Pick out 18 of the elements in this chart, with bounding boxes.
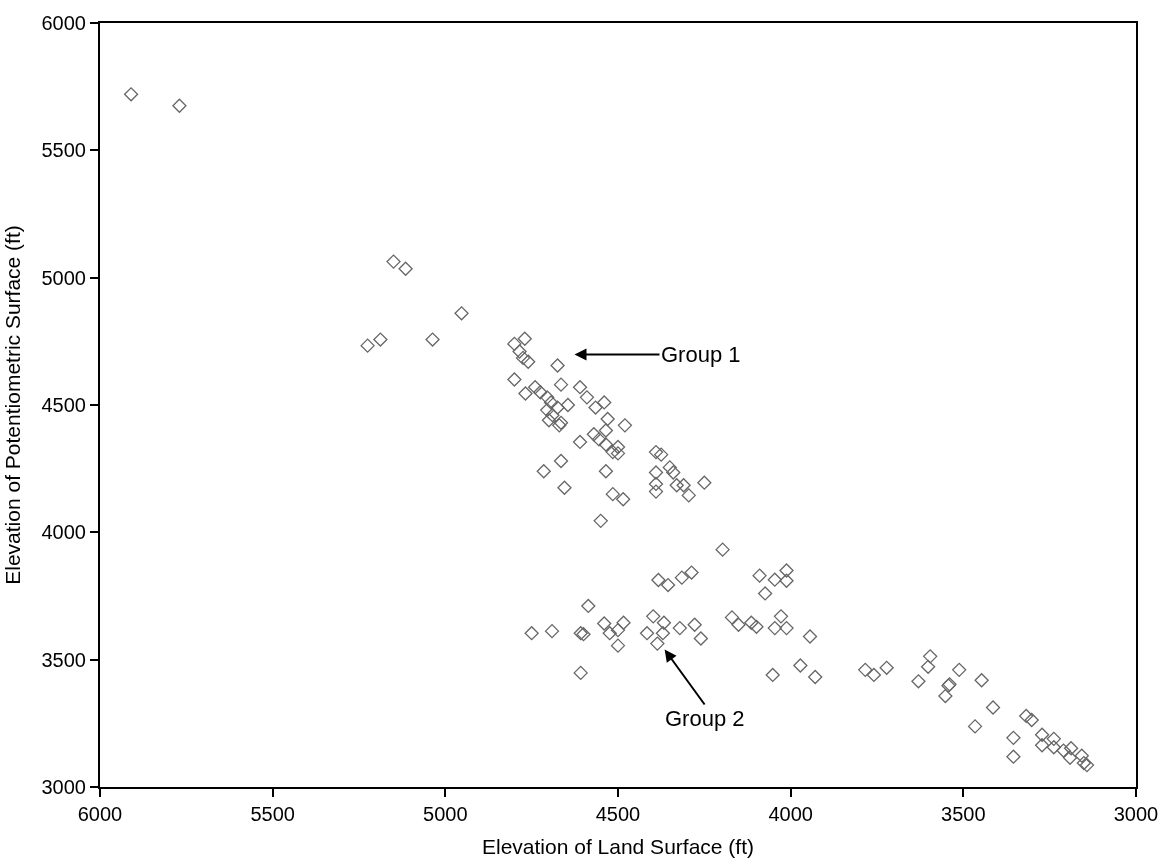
y-tick-label: 6000 bbox=[41, 12, 86, 34]
y-tick-label: 3000 bbox=[41, 776, 86, 798]
y-tick-label: 5500 bbox=[41, 139, 86, 162]
y-tick-label: 5000 bbox=[41, 266, 86, 289]
x-tick-label: 3500 bbox=[941, 803, 986, 825]
y-tick-label: 4500 bbox=[41, 394, 86, 416]
x-tick-label: 3000 bbox=[1113, 803, 1159, 825]
x-axis-title: Elevation of Land Surface (ft) bbox=[482, 834, 754, 858]
x-tick-label: 5000 bbox=[423, 803, 468, 825]
annotation: Group 1 bbox=[661, 342, 741, 367]
annotation: Group 2 bbox=[665, 706, 745, 731]
x-tick-label: 4500 bbox=[595, 803, 641, 825]
y-tick-label: 3500 bbox=[41, 648, 86, 671]
x-tick-label: 4000 bbox=[768, 803, 813, 825]
x-tick-label: 6000 bbox=[77, 803, 123, 825]
y-tick-label: 4000 bbox=[41, 521, 86, 544]
x-tick-label: 5500 bbox=[250, 803, 295, 825]
y-axis-title: Elevation of Potentiometric Surface (ft) bbox=[1, 225, 25, 585]
